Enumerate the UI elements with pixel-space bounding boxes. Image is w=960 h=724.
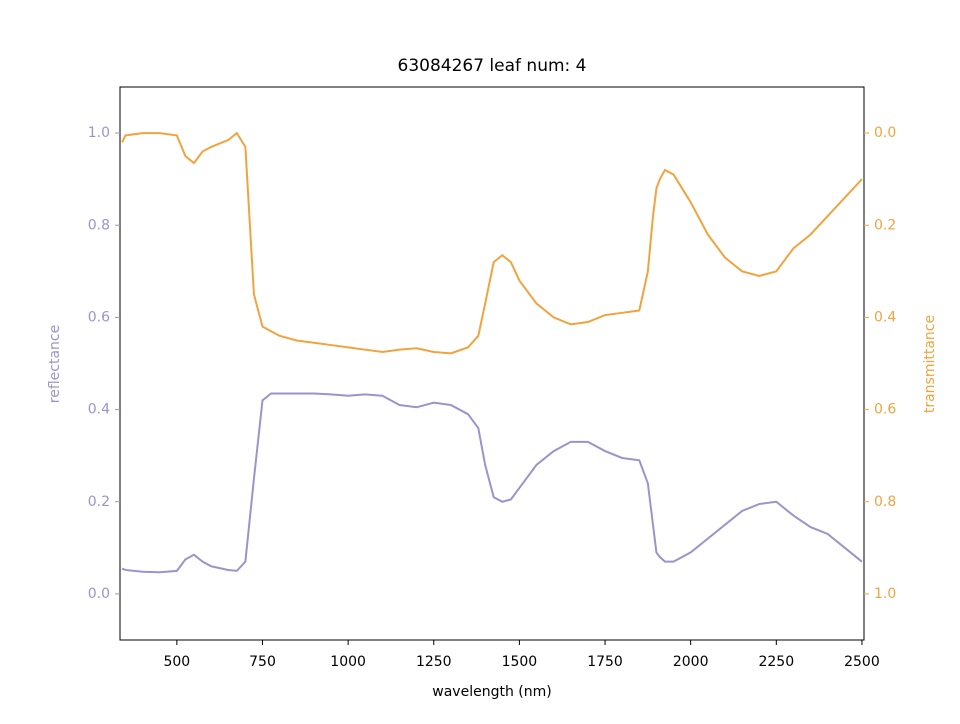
data-line — [121, 392, 863, 574]
plot-frame — [119, 86, 865, 641]
x-tick-label: 2250 — [758, 654, 794, 670]
x-tick-label: 1000 — [330, 654, 366, 670]
x-tick-label: 1750 — [587, 654, 623, 670]
y2-tick-label: 0.4 — [874, 309, 896, 325]
data-line — [121, 131, 863, 355]
x-tick-label: 750 — [249, 654, 276, 670]
y2-tick-label: 0.0 — [874, 125, 896, 141]
y-axis-label: reflectance — [47, 325, 63, 403]
x-tick-label: 500 — [163, 654, 190, 670]
x-tick-label: 2000 — [673, 654, 709, 670]
y-tick-label: 0.6 — [88, 309, 110, 325]
y2-tick-label: 0.2 — [874, 217, 896, 233]
y-tick-label: 0.0 — [88, 586, 110, 602]
y-tick-label: 0.8 — [88, 217, 110, 233]
x-tick-label: 1500 — [502, 654, 538, 670]
y2-axis-label: transmittance — [922, 315, 938, 413]
chart-title: 63084267 leaf num: 4 — [398, 56, 587, 76]
y-tick-label: 0.2 — [88, 494, 110, 510]
y-tick-label: 0.4 — [88, 402, 110, 418]
y-tick-label: 1.0 — [88, 125, 110, 141]
x-axis-label: wavelength (nm) — [432, 684, 551, 700]
y2-tick-label: 0.6 — [874, 402, 896, 418]
x-tick-label: 1250 — [416, 654, 452, 670]
y2-tick-label: 0.8 — [874, 494, 896, 510]
y2-tick-label: 1.0 — [874, 586, 896, 602]
x-tick-label: 2500 — [844, 654, 880, 670]
